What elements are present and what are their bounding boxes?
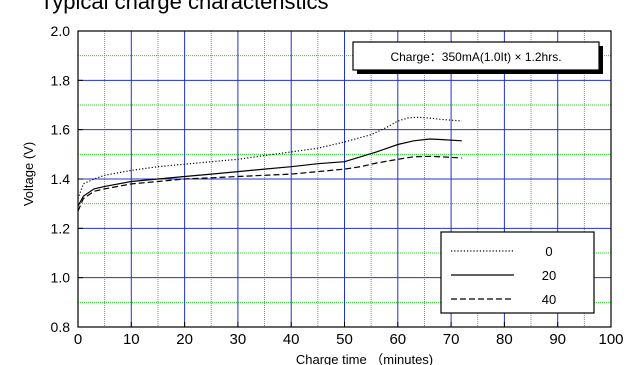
legend: 0 20 40: [440, 231, 595, 314]
axis-ticks: [77, 30, 612, 328]
x-tick-label: 90: [549, 331, 566, 348]
y-tick-label: 1.2: [51, 220, 71, 236]
x-tick-label: 20: [176, 331, 193, 348]
x-tick-label: 60: [389, 331, 406, 348]
annotation: Charge：350mA(1.0It) × 1.2hrs.: [352, 41, 603, 74]
y-tick-label: 0.8: [51, 319, 71, 335]
x-tick-label: 30: [230, 331, 247, 348]
series-line-40: [78, 155, 462, 212]
y-tick-label: 2.0: [51, 23, 71, 39]
legend-label: 0: [545, 244, 552, 259]
annotation-box: [352, 41, 600, 71]
x-tick-label: 100: [598, 331, 623, 348]
legend-label: 20: [542, 268, 556, 283]
annotation-text: Charge：350mA(1.0It) × 1.2hrs.: [390, 50, 561, 64]
legend-box: [440, 231, 595, 314]
y-axis-label: Voltage (V): [21, 142, 36, 206]
x-tick-label: 0: [74, 331, 82, 348]
x-tick-label: 50: [336, 331, 353, 348]
y-tick-label: 1.4: [51, 171, 71, 187]
legend-label: 40: [542, 292, 556, 307]
x-tick-label: 40: [283, 331, 300, 348]
series-line-20: [78, 138, 462, 207]
y-tick-label: 1.0: [51, 270, 71, 286]
chart-title: Typical charge characteristics: [40, 0, 329, 14]
x-axis-label: Charge time （minutes): [296, 352, 433, 365]
series-group: [78, 116, 462, 212]
y-tick-label: 1.6: [51, 122, 71, 138]
x-tick-label: 80: [496, 331, 513, 348]
x-tick-label: 70: [443, 331, 460, 348]
y-tick-label: 1.8: [51, 72, 71, 88]
x-tick-label: 10: [123, 331, 140, 348]
